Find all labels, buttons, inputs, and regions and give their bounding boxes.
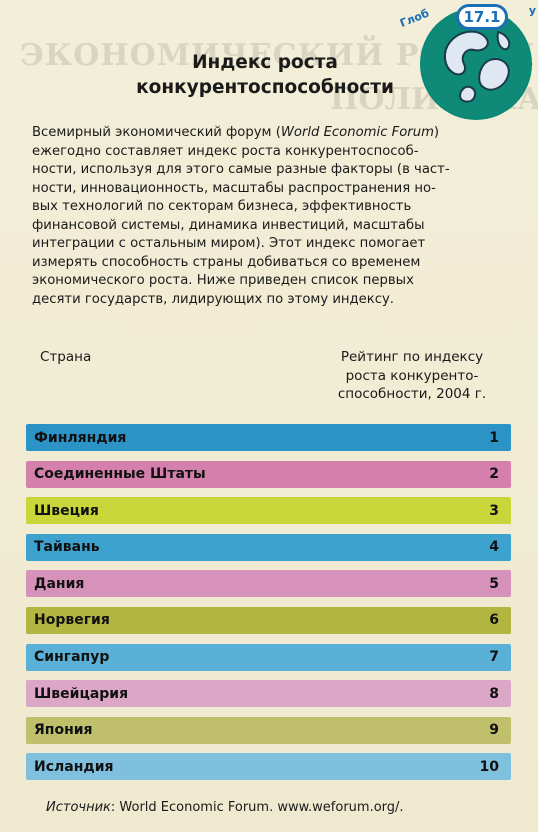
intro-line: Всемирный экономический форум (World Eco… xyxy=(32,125,440,140)
ranking-row: Швеция 3 xyxy=(26,497,511,525)
intro-line: измерять способность страны добиваться с… xyxy=(32,254,421,270)
intro-line: вых технологий по секторам бизнеса, эффе… xyxy=(32,199,412,214)
rank-value: 2 xyxy=(489,466,499,483)
rank-value: 3 xyxy=(489,502,499,519)
intro-line: ности, инновационность, масштабы распрос… xyxy=(32,180,436,196)
intro-line: экономического роста. Ниже приведен спис… xyxy=(32,273,414,288)
country-name: Исландия xyxy=(34,758,114,775)
country-name: Дания xyxy=(34,575,85,592)
box-title: Индекс роста конкурентоспособности xyxy=(100,50,430,100)
ranking-row: Норвегия 6 xyxy=(26,606,511,634)
country-name: Тайвань xyxy=(34,539,100,556)
rank-value: 7 xyxy=(489,649,499,666)
intro-line: интеграции с остальным миром). Этот инде… xyxy=(32,236,426,251)
ranking-row: Дания 5 xyxy=(26,570,511,598)
intro-paragraph: Всемирный экономический форум (World Eco… xyxy=(32,124,504,309)
table-header: Страна Рейтинг по индексу роста конкурен… xyxy=(40,346,502,416)
ranking-row: Швейцария 8 xyxy=(26,680,511,708)
globe-icon xyxy=(420,8,532,120)
intro-line: ности, используя для этого самые разные … xyxy=(32,162,450,177)
ranking-list: Финляндия 1 Соединенные Штаты 2 Швеция 3 Тайва… xyxy=(26,424,511,790)
corner-label-right: у xyxy=(528,4,536,17)
section-number-badge: 17.1 xyxy=(456,4,508,30)
title-line-2: конкурентоспособности xyxy=(136,77,394,98)
rank-value: 1 xyxy=(489,429,499,446)
country-name: Швеция xyxy=(34,502,99,519)
rank-value: 5 xyxy=(489,575,499,592)
title-line-1: Индекс роста xyxy=(192,52,338,73)
country-name: Соединенные Штаты xyxy=(34,466,206,483)
country-name: Япония xyxy=(34,722,93,739)
rank-value: 6 xyxy=(489,612,499,629)
rank-value: 4 xyxy=(489,539,499,556)
rank-value: 9 xyxy=(489,722,499,739)
country-name: Швейцария xyxy=(34,685,129,702)
ranking-row: Тайвань 4 xyxy=(26,533,511,561)
rank-value: 8 xyxy=(489,685,499,702)
ranking-row: Исландия 10 xyxy=(26,753,511,781)
country-name: Норвегия xyxy=(34,612,110,629)
intro-line: финансовой системы, динамика инвестиций,… xyxy=(32,217,425,233)
intro-line: ежегодно составляет индекс роста конкуре… xyxy=(32,143,419,159)
section-badge: 17.1 xyxy=(418,0,538,130)
ranking-row: Соединенные Штаты 2 xyxy=(26,460,511,488)
ranking-row: Япония 9 xyxy=(26,716,511,744)
source-note: Источник: World Economic Forum. www.wefo… xyxy=(46,800,404,815)
ranking-row: Финляндия 1 xyxy=(26,424,511,451)
rank-value: 10 xyxy=(479,758,499,775)
country-name: Сингапур xyxy=(34,649,110,666)
intro-line: десяти государств, лидирующих по этому и… xyxy=(32,291,394,307)
column-header-rating: Рейтинг по индексу роста конкуренто- спо… xyxy=(337,349,487,402)
column-header-country: Страна xyxy=(40,349,92,365)
ranking-row: Сингапур 7 xyxy=(26,643,511,671)
country-name: Финляндия xyxy=(34,429,127,446)
